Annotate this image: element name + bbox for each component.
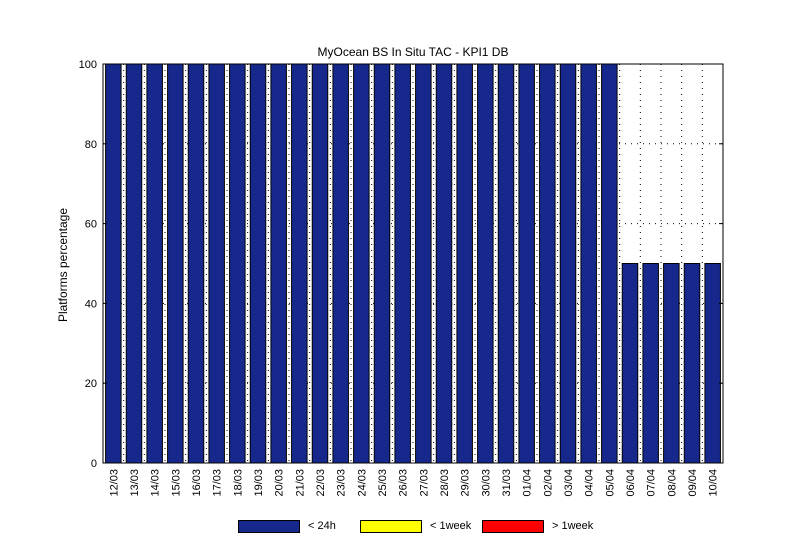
x-tick-label-16-03: 16/03 [191, 469, 203, 497]
grid-lines [103, 63, 723, 463]
x-tick-label-31-03: 31/03 [501, 469, 513, 497]
bar-25-03-s0 [373, 63, 391, 464]
bar-02-04-s0 [539, 63, 556, 464]
bar-18-03-s0 [229, 63, 246, 464]
legend-swatch-gt1week [482, 519, 544, 533]
bar-21-03-s0 [291, 63, 308, 464]
plot-frame [102, 63, 724, 464]
bar-26-03-s0 [394, 63, 411, 464]
y-tick-label-40: 40 [85, 298, 97, 310]
x-tick-label-08-04: 08/04 [666, 469, 678, 497]
x-tick-label-20-03: 20/03 [274, 469, 286, 497]
bar-04-04-s0 [580, 63, 597, 464]
bar-27-03-s0 [415, 63, 432, 464]
x-tick-label-25-03: 25/03 [377, 469, 389, 497]
x-tick-label-01-04: 01/04 [522, 469, 534, 497]
legend-label-lt24h: < 24h [308, 520, 336, 532]
bar-03-04-s0 [559, 63, 577, 464]
y-tick-label-100: 100 [79, 59, 97, 71]
x-tick-label-14-03: 14/03 [150, 469, 162, 497]
y-axis-label: Platforms percentage [56, 208, 70, 322]
legend-item-lt1week: < 1week [360, 519, 472, 533]
legend-swatch-lt24h [238, 519, 300, 533]
x-tick-label-21-03: 21/03 [294, 469, 306, 497]
legend-label-lt1week: < 1week [430, 520, 472, 532]
bars [105, 63, 721, 464]
y-tick-label-60: 60 [85, 219, 97, 231]
x-tick-label-19-03: 19/03 [253, 469, 265, 497]
x-tick-label-17-03: 17/03 [212, 469, 224, 497]
x-tick-label-03-04: 03/04 [563, 469, 575, 497]
y-ticks: 0 20 40 60 80 100 [79, 59, 723, 470]
x-tick-label-24-03: 24/03 [356, 469, 368, 497]
bar-29-03-s0 [456, 63, 473, 464]
bar-13-03-s0 [125, 63, 143, 464]
x-tick-label-10-04: 10/04 [708, 469, 720, 497]
bar-15-03-s0 [167, 63, 184, 464]
chart-title: MyOcean BS In Situ TAC - KPI1 DB [318, 45, 509, 59]
x-tick-label-02-04: 02/04 [542, 469, 554, 497]
legend-item-gt1week: > 1week [482, 519, 594, 533]
x-tick-label-30-03: 30/03 [480, 469, 492, 497]
x-tick-label-12-03: 12/03 [108, 469, 120, 497]
x-tick-label-28-03: 28/03 [439, 469, 451, 497]
x-tick-label-15-03: 15/03 [170, 469, 182, 497]
bar-07-04-s0 [642, 263, 659, 464]
bar-17-03-s0 [208, 63, 225, 464]
x-ticks: 12/03 13/03 14/03 15/03 16/03 17/03 18/03 19/03… [108, 469, 719, 497]
x-tick-label-07-04: 07/04 [646, 469, 658, 497]
x-tick-label-13-03: 13/03 [129, 469, 141, 497]
y-tick-label-0: 0 [91, 458, 97, 470]
bar-22-03-s0 [311, 63, 329, 464]
bar-28-03-s0 [435, 63, 453, 464]
bar-01-04-s0 [518, 63, 535, 464]
y-tick-label-80: 80 [85, 139, 97, 151]
x-tick-label-22-03: 22/03 [315, 469, 327, 497]
x-tick-label-05-04: 05/04 [604, 469, 616, 497]
legend-label-gt1week: > 1week [552, 520, 594, 532]
x-tick-label-06-04: 06/04 [625, 469, 637, 497]
bar-24-03-s0 [353, 63, 370, 464]
x-tick-label-04-04: 04/04 [584, 469, 596, 497]
bar-05-04-s0 [601, 63, 618, 464]
bar-23-03-s0 [332, 63, 349, 464]
bar-16-03-s0 [187, 63, 205, 464]
legend-swatch-lt1week [360, 519, 422, 533]
bar-08-04-s0 [663, 263, 680, 464]
x-tick-label-29-03: 29/03 [460, 469, 472, 497]
legend: < 24h < 1week > 1week [238, 518, 604, 534]
x-tick-label-23-03: 23/03 [336, 469, 348, 497]
x-tick-label-18-03: 18/03 [232, 469, 244, 497]
bar-06-04-s0 [621, 263, 639, 464]
legend-item-lt24h: < 24h [238, 519, 350, 533]
x-tick-label-26-03: 26/03 [398, 469, 410, 497]
bar-14-03-s0 [146, 63, 163, 464]
bar-31-03-s0 [497, 63, 515, 464]
bar-19-03-s0 [249, 63, 267, 464]
bar-12-03-s0 [105, 63, 122, 464]
x-tick-label-09-04: 09/04 [687, 469, 699, 497]
bar-10-04-s0 [704, 263, 721, 464]
bar-30-03-s0 [477, 63, 494, 464]
y-tick-label-20: 20 [85, 378, 97, 390]
bar-09-04-s0 [683, 263, 701, 464]
bar-20-03-s0 [270, 63, 287, 464]
x-tick-label-27-03: 27/03 [418, 469, 430, 497]
